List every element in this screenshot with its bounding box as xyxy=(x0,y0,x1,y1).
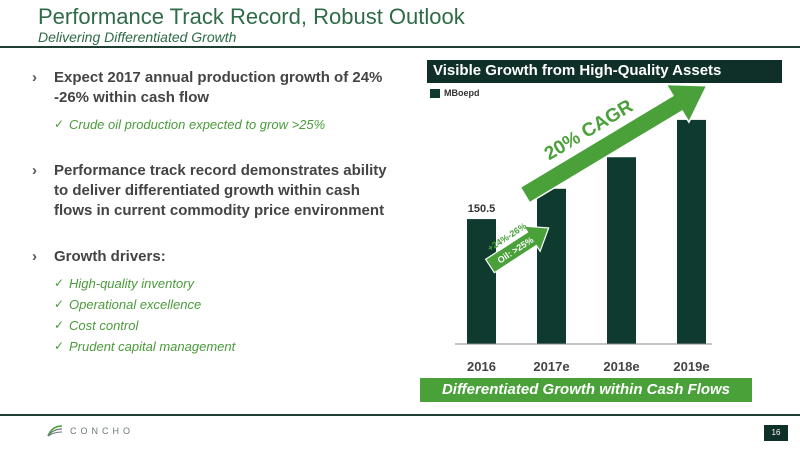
chart-legend: MBoepd xyxy=(430,88,480,98)
sub-bullet: ✓ High-quality inventory xyxy=(54,273,392,294)
chevron-icon: › xyxy=(32,162,37,179)
bar-2016 xyxy=(467,219,496,344)
bullet-text: Growth drivers: xyxy=(54,248,166,265)
sub-bullet-text: High-quality inventory xyxy=(69,276,195,291)
bar-2018e xyxy=(607,157,636,344)
sub-bullet-list: ✓ Crude oil production expected to grow … xyxy=(32,114,392,135)
cash-flow-banner: Differentiated Growth within Cash Flows xyxy=(420,378,752,402)
legend-label: MBoepd xyxy=(444,88,480,98)
sub-bullet-text: Crude oil production expected to grow >2… xyxy=(69,117,326,132)
checkmark-icon: ✓ xyxy=(54,318,65,332)
growth-arrow-shape xyxy=(484,225,550,274)
legend-swatch xyxy=(430,88,440,98)
sub-bullet-list: ✓ High-quality inventory ✓ Operational e… xyxy=(32,273,392,357)
x-tick-label: 2019e xyxy=(673,359,709,374)
logo-text: CONCHO xyxy=(70,426,134,436)
sub-bullet-text: Cost control xyxy=(69,318,139,333)
sub-bullet: ✓ Prudent capital management xyxy=(54,336,392,357)
cagr-arrow-shape xyxy=(519,83,708,204)
bullet-track-record: › Performance track record demonstrates … xyxy=(32,161,392,221)
checkmark-icon: ✓ xyxy=(54,117,65,131)
bar-2017e xyxy=(537,188,566,344)
bullet-growth-drivers: › Growth drivers: xyxy=(32,247,392,267)
sub-bullet: ✓ Operational excellence xyxy=(54,294,392,315)
page-number: 16 xyxy=(764,425,788,441)
slide-title: Performance Track Record, Robust Outlook xyxy=(38,4,465,29)
bullet-production-growth: › Expect 2017 annual production growth o… xyxy=(32,68,392,108)
chevron-icon: › xyxy=(32,69,37,86)
bar-2019e xyxy=(677,119,706,345)
bullet-text: Expect 2017 annual production growth of … xyxy=(54,69,383,106)
chart-header: Visible Growth from High-Quality Assets xyxy=(427,60,782,83)
checkmark-icon: ✓ xyxy=(54,339,65,353)
data-label: 150.5 xyxy=(468,203,496,215)
title-divider xyxy=(0,46,800,48)
sub-bullet: ✓ Crude oil production expected to grow … xyxy=(54,114,392,135)
company-logo: CONCHO xyxy=(46,424,134,438)
sub-bullet: ✓ Cost control xyxy=(54,315,392,336)
bullet-list: › Expect 2017 annual production growth o… xyxy=(32,68,392,357)
bullet-text: Performance track record demonstrates ab… xyxy=(54,162,387,219)
sub-bullet-text: Operational excellence xyxy=(69,297,202,312)
checkmark-icon: ✓ xyxy=(54,297,65,311)
x-tick-label: 2017e xyxy=(533,359,569,374)
x-tick-label: 2016 xyxy=(467,359,496,374)
slide-subtitle: Delivering Differentiated Growth xyxy=(38,29,237,45)
sub-bullet-text: Prudent capital management xyxy=(69,339,236,354)
x-tick-label: 2018e xyxy=(603,359,639,374)
footer-divider xyxy=(0,414,800,416)
checkmark-icon: ✓ xyxy=(54,276,65,290)
chevron-icon: › xyxy=(32,248,37,265)
logo-mark-icon xyxy=(47,425,63,437)
